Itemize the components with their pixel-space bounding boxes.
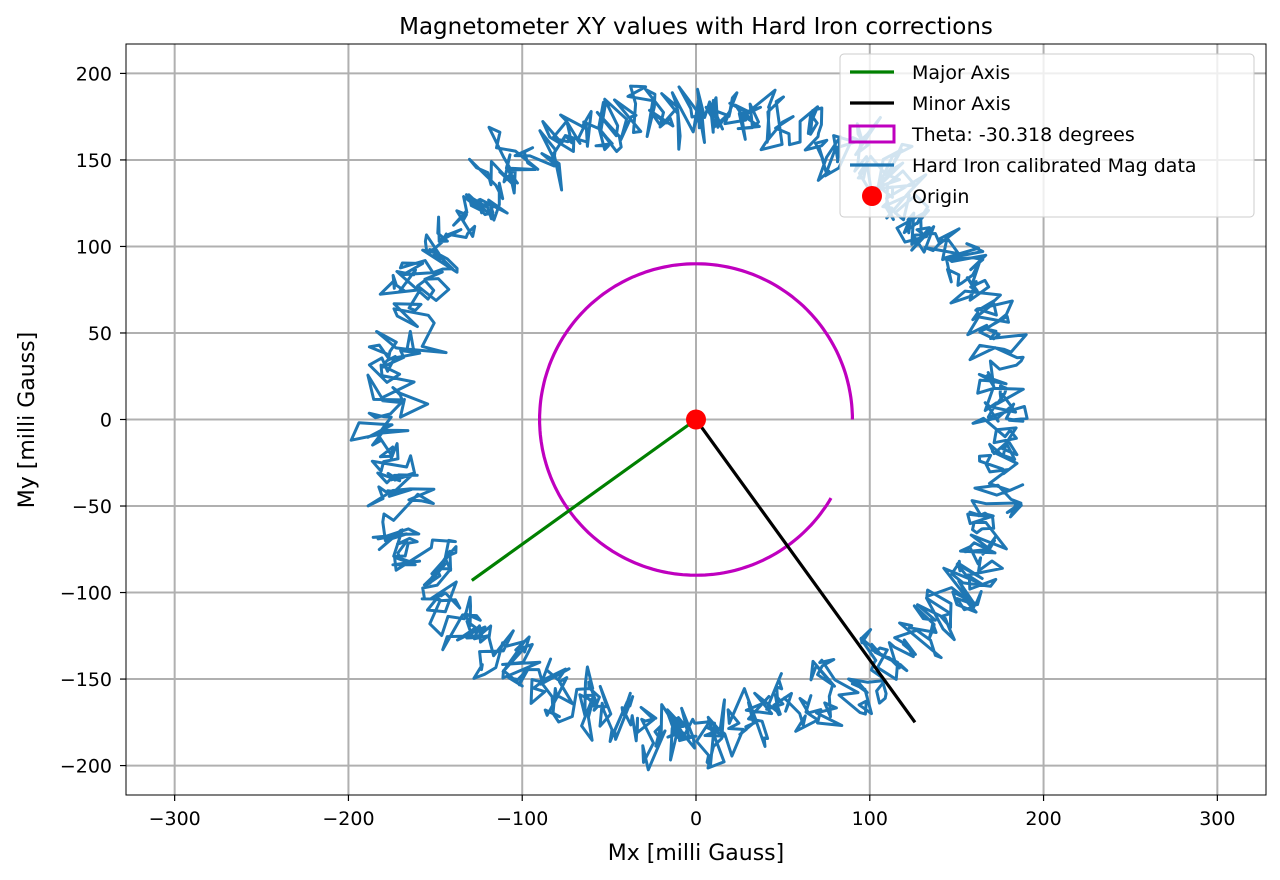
x-tick-label: 300 [1199, 808, 1235, 830]
y-tick-label: −50 [72, 496, 112, 518]
legend-label: Minor Axis [912, 93, 1011, 115]
y-tick-label: −200 [60, 756, 112, 778]
legend-label: Theta: -30.318 degrees [911, 124, 1135, 146]
legend-label: Major Axis [912, 62, 1010, 84]
x-axis-label: Mx [milli Gauss] [608, 841, 784, 866]
x-tick-label: −100 [496, 808, 548, 830]
x-tick-label: −200 [322, 808, 374, 830]
y-tick-label: 100 [76, 236, 112, 258]
y-tick-label: −100 [60, 583, 112, 605]
x-tick-label: −300 [149, 808, 201, 830]
series-theta-arc [537, 262, 855, 577]
x-tick-label: 0 [690, 808, 702, 830]
chart-title: Magnetometer XY values with Hard Iron co… [399, 14, 993, 40]
y-tick-label: 200 [76, 63, 112, 85]
axis-ticks: −300 −200 −100 0 100 200 300 −200 −150 −100 −50 0 50… [60, 63, 1236, 830]
y-tick-label: −150 [60, 669, 112, 691]
legend-label: Hard Iron calibrated Mag data [912, 155, 1197, 177]
y-tick-label: 50 [88, 323, 112, 345]
y-tick-label: 0 [100, 410, 112, 432]
legend-box [839, 53, 1255, 218]
series-major-axis [470, 418, 697, 582]
legend: Major Axis Minor Axis Theta: -30.318 degre… [839, 53, 1255, 218]
legend-handle [848, 124, 896, 144]
y-axis-label: My [milli Gauss] [15, 332, 40, 508]
series-origin-point [686, 409, 706, 430]
x-tick-label: 200 [1025, 808, 1061, 830]
legend-handle [862, 186, 882, 206]
series-minor-axis [694, 418, 917, 724]
legend-label: Origin [912, 186, 969, 208]
x-tick-label: 100 [852, 808, 888, 830]
y-tick-label: 150 [76, 150, 112, 172]
